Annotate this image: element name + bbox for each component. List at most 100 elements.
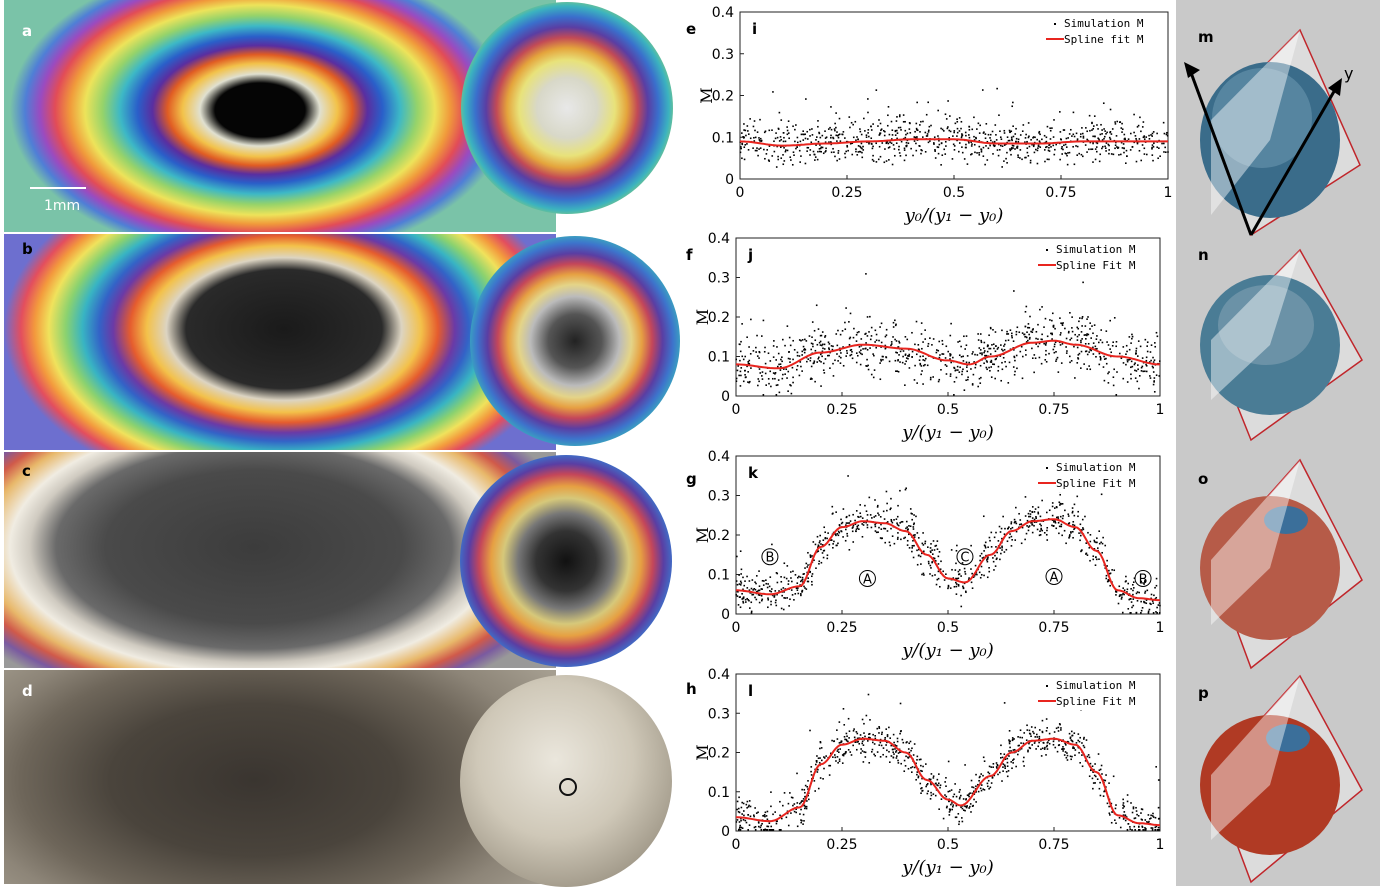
scatter-point [1045,140,1048,143]
scatter-point [1155,584,1158,587]
scatter-point [819,353,822,356]
scatter-point [1095,541,1097,544]
scatter-point [1023,756,1025,759]
scatter-point [914,136,917,139]
scatter-point [741,801,744,804]
scatter-point [787,390,789,392]
scatter-point [1005,365,1007,368]
scatter-point [818,562,820,565]
scatter-point [874,523,876,526]
scatter-point [758,368,761,370]
scatter-point [737,365,739,367]
scatter-point [918,349,921,351]
scatter-point [1102,536,1104,539]
scatter-point [855,333,858,336]
scatter-point [937,349,940,352]
scatter-point [795,368,798,371]
scatter-point [771,543,773,546]
scatter-point [740,147,743,150]
scatter-point [814,159,816,161]
scatter-point [1064,143,1067,146]
scatter-point [929,337,931,339]
scatter-point [907,528,909,531]
scatter-point [948,808,951,810]
scatter-point [1052,326,1055,328]
scatter-point [858,516,860,518]
scatter-point [1089,559,1091,562]
scatter-point [840,356,842,359]
scatter-point [970,779,973,782]
scatter-point [1046,727,1048,729]
scatter-point [932,338,935,340]
scatter-point [742,600,744,603]
x-tick-label: 1 [1156,402,1165,418]
scatter-point [903,147,906,150]
scatter-point [802,813,805,816]
scatter-point [777,158,780,161]
scatter-point [1109,138,1112,140]
legend-label-points: Simulation M [1056,461,1136,474]
scatter-point [1130,373,1132,376]
scatter-point [781,356,783,359]
scatter-point [981,353,983,356]
scatter-point [1130,588,1132,590]
scatter-point [854,741,857,743]
scatter-point [1004,527,1006,530]
scatter-point [867,368,870,371]
panel-label-g: g [686,470,697,488]
scatter-point [1132,593,1134,596]
scatter-point [1039,146,1042,148]
scatter-point [961,820,964,823]
scatter-point [768,160,771,162]
scatter-point [773,340,775,342]
scatter-point [905,527,907,530]
scatter-point [736,819,739,821]
scatter-point [894,134,897,136]
scatter-point [813,329,816,332]
scatter-point [806,360,808,363]
scatter-point [1100,764,1103,767]
scatter-point [1100,493,1103,496]
scatter-point [851,530,854,533]
scatter-point [1058,501,1061,504]
panel-label-d: d [22,682,33,700]
scatter-point [1104,779,1107,782]
scatter-point [757,154,759,157]
scatter-point [1096,347,1098,350]
scatter-point [1135,137,1137,140]
scatter-point [1004,765,1006,768]
scatter-point [971,587,974,590]
scatter-point [837,134,840,136]
scatter-point [1040,524,1042,527]
scatter-point [1092,135,1094,138]
scatter-point [937,152,940,155]
scatter-point [810,348,813,351]
scatter-point [819,757,821,759]
scatter-point [842,508,845,510]
scatter-point [788,605,790,607]
scatter-point [904,488,907,491]
scatter-point [1062,515,1064,517]
scatter-point [783,591,785,593]
scatter-point [857,151,860,153]
scatter-point [812,150,815,153]
scatter-point [906,544,909,546]
scatter-point [1112,384,1115,387]
scatter-point [1163,132,1166,135]
scatter-point [1028,333,1030,336]
scatter-point [1151,132,1154,135]
scatter-point [921,149,923,152]
scatter-point [999,531,1002,533]
scatter-point [848,730,851,732]
scatter-point [1038,342,1041,345]
scatter-point [957,583,960,586]
scatter-point [1098,352,1101,355]
scatter-point [742,380,745,383]
scatter-point [978,571,981,574]
scatter-point [1013,748,1016,751]
scatter-point [989,369,991,372]
scatter-point [897,126,900,129]
scatter-point [826,557,829,560]
scatter-point [990,376,993,378]
scatter-point [1088,148,1090,151]
